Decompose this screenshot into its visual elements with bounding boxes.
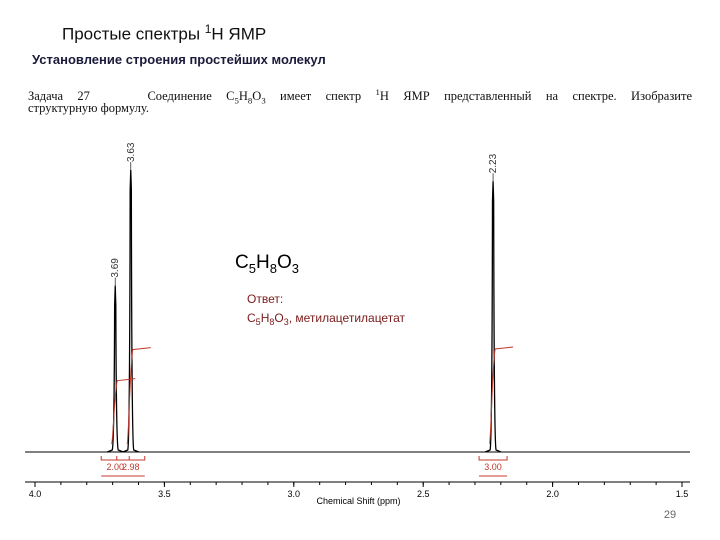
subtitle: Установление строения простейших молекул xyxy=(32,52,326,67)
x-tick-label: 3.0 xyxy=(288,489,301,499)
peak-label: 3.63 xyxy=(126,142,137,162)
answer: C5H8O3, метилацетилацетат xyxy=(247,311,405,327)
task-sub: 8 xyxy=(247,95,253,106)
integral-curve xyxy=(126,347,151,445)
task-sub: 3 xyxy=(261,95,266,106)
integral-curve xyxy=(488,346,514,445)
answer-sub: 5 xyxy=(256,317,261,327)
integral-bracket xyxy=(116,456,146,477)
answer-part: H xyxy=(261,311,270,325)
task-sup: 1 xyxy=(375,87,380,97)
formula-sub: 3 xyxy=(292,261,299,276)
integral-label: 2.98 xyxy=(122,462,140,472)
x-tick-label: 3.5 xyxy=(158,489,171,499)
answer-part: , метилацетилацетат xyxy=(289,311,406,325)
task: Задача 27 Соединение C5H8O3 имеет спектр… xyxy=(28,84,692,110)
answer-part: C xyxy=(247,311,256,325)
answer-sub: 3 xyxy=(284,317,289,327)
answer-part: O xyxy=(274,311,283,325)
integral-label: 2.00 xyxy=(106,462,124,472)
formula: C5H8O3 xyxy=(235,252,299,276)
task-text: Соединение C xyxy=(147,89,235,104)
x-tick-label: 1.5 xyxy=(676,489,689,499)
task-sub: 5 xyxy=(234,95,239,106)
task-text: O xyxy=(252,89,262,104)
answer-label: Ответ: xyxy=(247,292,283,306)
formula-part: H xyxy=(256,252,270,273)
title: Простые спектры 1H ЯМР xyxy=(62,22,266,45)
x-axis-label: Chemical Shift (ppm) xyxy=(316,496,400,506)
formula-part: C xyxy=(235,252,249,273)
formula-part: O xyxy=(277,252,292,273)
formula-sub: 5 xyxy=(249,261,256,276)
page-number: 29 xyxy=(664,509,676,521)
task: структурную формулу. xyxy=(28,101,149,115)
integral-label: 3.00 xyxy=(484,462,502,472)
answer-sub: 8 xyxy=(269,317,274,327)
x-tick-label: 2.5 xyxy=(417,489,430,499)
x-tick-label: 2.0 xyxy=(546,489,559,499)
peak xyxy=(122,169,139,453)
task-text: H ЯМР представленный на спектре. Изобраз… xyxy=(379,89,692,104)
title-sup: 1 xyxy=(204,22,212,36)
peak xyxy=(484,181,502,453)
peak xyxy=(106,285,124,453)
peak-label: 3.69 xyxy=(110,258,121,278)
formula-sub: 8 xyxy=(270,261,277,276)
task-text: Задача 27 xyxy=(28,89,90,104)
title-text: Простые спектры xyxy=(62,24,205,44)
peak-label: 2.23 xyxy=(488,153,499,173)
task-text: H xyxy=(238,89,248,104)
integral-curve xyxy=(110,378,136,445)
title-text: H ЯМР xyxy=(211,24,267,44)
integral-bracket xyxy=(478,456,508,477)
x-tick-label: 4.0 xyxy=(29,489,42,499)
task-text: имеет спектр xyxy=(265,89,376,104)
